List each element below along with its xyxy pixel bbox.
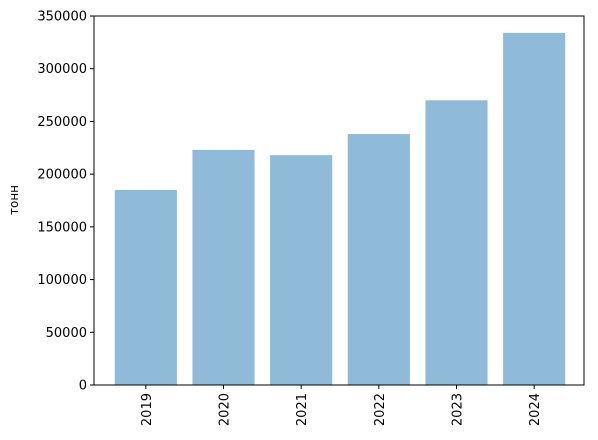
x-tick-label: 2021 — [295, 393, 310, 426]
bar — [503, 32, 566, 386]
y-tick-label: 200000 — [37, 168, 87, 183]
y-tick-label: 350000 — [37, 10, 87, 25]
bar — [270, 155, 333, 385]
x-tick-label: 2020 — [218, 393, 233, 426]
bar — [425, 100, 488, 385]
x-tick-label: 2024 — [528, 393, 543, 426]
y-axis-label: тонн — [7, 185, 21, 215]
y-tick-label: 100000 — [37, 273, 87, 288]
y-tick-label: 50000 — [46, 326, 87, 341]
bar — [114, 189, 177, 385]
bar — [347, 134, 410, 385]
y-tick-label: 150000 — [37, 220, 87, 235]
x-tick-label: 2022 — [373, 393, 388, 426]
y-tick-label: 0 — [79, 379, 87, 394]
y-tick-label: 250000 — [37, 115, 87, 130]
x-tick-label: 2019 — [140, 393, 155, 426]
plot-frame — [93, 15, 585, 386]
y-tick-label: 300000 — [37, 62, 87, 77]
bar — [192, 149, 255, 385]
x-tick-label: 2023 — [451, 393, 466, 426]
